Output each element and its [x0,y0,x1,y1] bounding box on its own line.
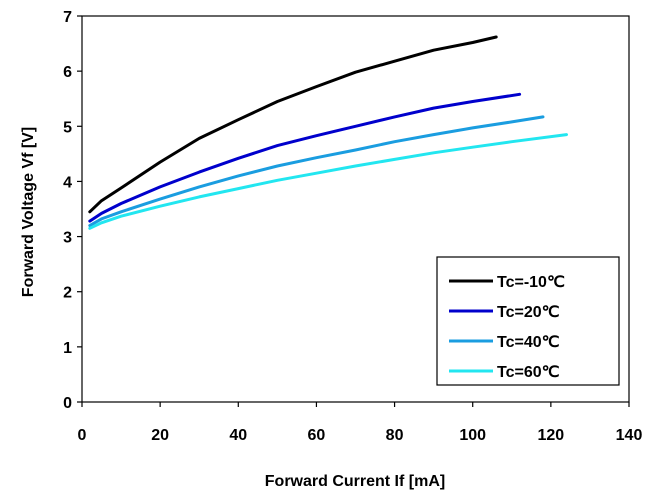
y-tick-label: 6 [63,64,72,81]
y-tick-label: 1 [63,340,72,357]
y-tick-label: 2 [63,285,72,302]
x-tick-label: 20 [151,427,169,444]
series-lines [88,35,568,230]
legend-label: Tc=40℃ [497,334,560,351]
y-tick-label: 4 [63,174,72,191]
series-line-0 [88,35,498,214]
x-tick-label: 80 [386,427,404,444]
legend-label: Tc=20℃ [497,304,560,321]
x-tick-label: 60 [308,427,326,444]
x-tick-label: 40 [229,427,247,444]
axes [77,15,630,407]
y-tick-label: 0 [63,395,72,412]
legend: Tc=-10℃ Tc=20℃ Tc=40℃ Tc=60℃ [436,256,620,386]
x-tick-label: 100 [459,427,486,444]
x-tick-labels: 0 20 40 60 80 100 120 140 [78,427,643,444]
legend-label: Tc=-10℃ [497,274,565,291]
plot-frame [81,15,630,403]
x-tick-label: 140 [616,427,643,444]
y-tick-label: 3 [63,230,72,247]
series-line-1 [88,92,522,223]
legend-label: Tc=60℃ [497,364,560,381]
series-line-3 [88,133,568,230]
x-tick-label: 120 [538,427,565,444]
legend-box [436,256,620,386]
y-tick-label: 5 [63,119,72,136]
y-axis-title: Forward Voltage Vf [V] [20,127,37,297]
series-line-2 [88,115,545,227]
x-tick-label: 0 [78,427,87,444]
y-tick-label: 7 [63,9,72,26]
x-axis-title: Forward Current If [mA] [265,473,445,490]
y-tick-labels: 0 1 2 3 4 5 6 7 [63,9,72,412]
